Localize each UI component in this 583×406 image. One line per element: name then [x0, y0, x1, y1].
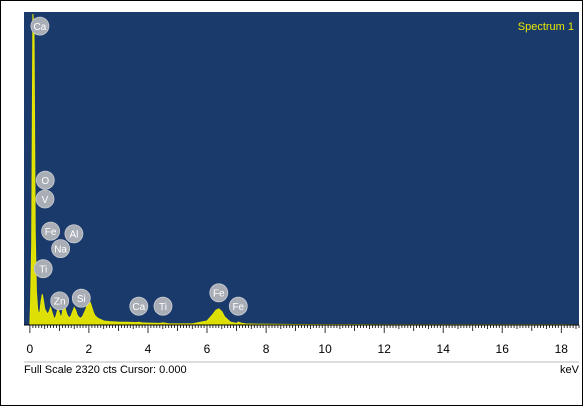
- svg-text:Zn: Zn: [54, 297, 66, 308]
- svg-text:O: O: [41, 176, 49, 187]
- plot-area: [24, 12, 579, 325]
- x-tick-label: 6: [204, 342, 211, 356]
- status-bar: Full Scale 2320 cts Cursor: 0.000 keV: [24, 364, 579, 378]
- svg-text:Na: Na: [54, 244, 67, 255]
- x-tick-label: 14: [437, 342, 451, 356]
- svg-text:Ca: Ca: [34, 22, 47, 33]
- peak-label-al: Al: [64, 224, 84, 244]
- axis-unit-label: keV: [560, 364, 579, 376]
- x-tick-label: 8: [263, 342, 270, 356]
- x-tick-label: 12: [378, 342, 392, 356]
- peak-label-ti: Ti: [153, 296, 173, 316]
- svg-text:Fe: Fe: [213, 289, 225, 300]
- spectrum-line: [29, 13, 580, 326]
- svg-text:Ti: Ti: [159, 302, 167, 313]
- peak-label-ca: Ca: [30, 16, 50, 36]
- svg-text:V: V: [42, 195, 49, 206]
- x-tick-label: 4: [145, 342, 152, 356]
- x-tick-label: 16: [496, 342, 510, 356]
- x-axis-ticks: 0 2 4 6 8 10 12 14 16 18: [27, 325, 580, 356]
- full-scale-cursor-readout: Full Scale 2320 cts Cursor: 0.000: [24, 364, 187, 376]
- svg-text:Si: Si: [77, 294, 86, 305]
- svg-text:Al: Al: [69, 230, 78, 241]
- chart-title: Spectrum 1: [518, 21, 574, 33]
- spectrum-layer: [29, 13, 580, 326]
- peak-label-si: Si: [71, 288, 91, 308]
- peak-label-v: V: [35, 189, 55, 209]
- x-tick-label: 0: [27, 342, 34, 356]
- svg-text:Ti: Ti: [39, 265, 47, 276]
- svg-text:Fe: Fe: [232, 302, 244, 313]
- peak-label-ti: Ti: [33, 259, 53, 279]
- peak-label-o: O: [35, 170, 55, 190]
- peak-label-ca: Ca: [129, 296, 149, 316]
- svg-text:Ca: Ca: [132, 302, 145, 313]
- svg-text:Fe: Fe: [45, 227, 57, 238]
- peak-label-fe: Fe: [209, 283, 229, 303]
- x-tick-label: 18: [555, 342, 569, 356]
- peak-label-zn: Zn: [50, 291, 70, 311]
- x-tick-label: 2: [86, 342, 93, 356]
- peak-label-na: Na: [51, 239, 70, 259]
- x-tick-label: 10: [318, 342, 332, 356]
- peak-label-fe: Fe: [228, 296, 248, 316]
- peak-label-fe: Fe: [41, 221, 60, 241]
